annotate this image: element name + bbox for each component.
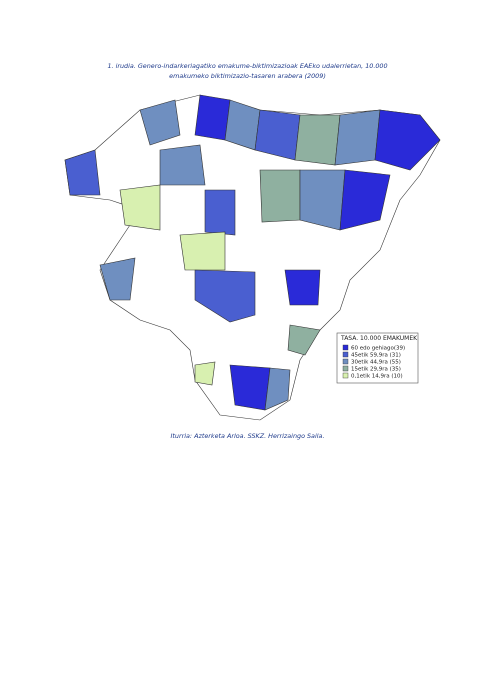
municipality [119,184,161,231]
municipality [294,114,341,166]
municipality [99,257,136,301]
legend-label: 30etik 44,9ra (55) [351,360,401,366]
municipality [194,269,256,323]
municipality [374,109,441,171]
legend-title: TASA. 10.000 EMAKUMEK [340,335,418,342]
municipality [139,99,181,146]
legend-swatch [342,365,349,372]
municipality [259,169,301,223]
legend-label: 0,1etik 14,9ra (10) [351,374,403,380]
municipality [194,94,231,141]
legend-label: 15etik 29,9ra (35) [351,367,401,373]
municipality [339,169,391,231]
municipality [159,144,206,186]
legend-swatch [342,351,349,358]
legend-label: 45etik 59,9ra (31) [351,353,401,359]
municipality [204,189,236,236]
municipality [194,361,216,386]
municipality [334,109,381,166]
municipality [287,324,321,356]
municipality [299,169,346,231]
figure-title: 1. irudia. Genero-indarkeriagatiko emaku… [107,62,388,70]
municipalities [64,94,441,421]
legend-label: 60 edo gehiago(39) [351,346,405,352]
legend: TASA. 10.000 EMAKUMEK 60 edo gehiago(39)… [336,332,419,384]
legend-box [336,332,419,384]
municipality [264,367,291,411]
figure-title: emakumeko biktimizazio-tasaren arabera (… [169,72,326,80]
source-note: Iturria: Azterketa Arloa. SSKZ. Herrizai… [170,432,325,440]
municipality [179,231,226,271]
municipality [64,149,101,196]
legend-swatch [342,344,349,351]
municipality [229,364,271,411]
municipality [284,269,321,306]
legend-swatch [342,358,349,365]
legend-swatch [342,372,349,379]
